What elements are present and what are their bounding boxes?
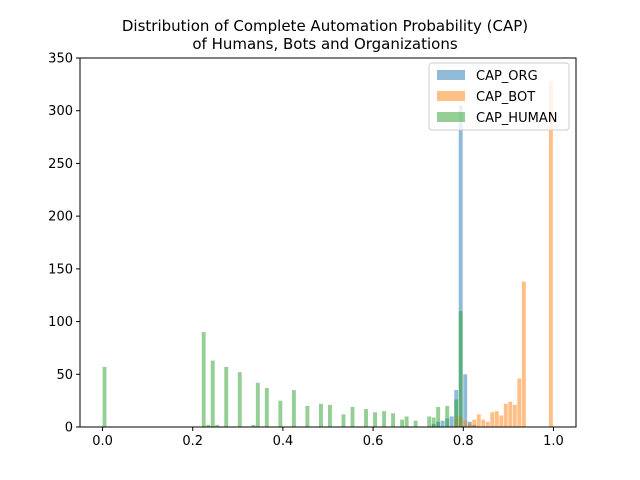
bar-cap-bot-8 — [490, 412, 495, 427]
legend-swatch-cap-org — [437, 70, 465, 80]
x-tick-label: 0.6 — [363, 434, 384, 449]
y-tick-label: 100 — [48, 315, 73, 330]
bar-cap-bot-7 — [485, 421, 490, 427]
y-tick-label: 350 — [48, 52, 73, 67]
bar-cap-org-2 — [440, 420, 445, 427]
legend-label-cap-human: CAP_HUMAN — [476, 111, 557, 126]
bar-cap-human-9 — [264, 387, 269, 427]
x-tick-label: 0.0 — [92, 434, 113, 449]
y-tick-label: 250 — [48, 157, 73, 172]
bar-cap-human-17 — [364, 409, 368, 427]
x-tick-label: 0.4 — [273, 434, 294, 449]
bar-cap-human-1 — [201, 332, 206, 427]
bar-cap-bot-14 — [517, 378, 522, 427]
bar-cap-human-27 — [445, 405, 450, 427]
bar-cap-human-2 — [206, 424, 211, 427]
bar-cap-human-16 — [350, 406, 355, 427]
y-tick-label: 0 — [65, 421, 73, 436]
legend: CAP_ORG CAP_BOT CAP_HUMAN — [428, 62, 570, 131]
bar-cap-human-0 — [102, 366, 107, 427]
bar-cap-bot-6 — [481, 419, 486, 427]
y-axis: 0 50 100 150 200 250 300 350 — [48, 52, 80, 436]
bar-cap-human-6 — [237, 372, 242, 427]
bar-cap-org-6 — [458, 105, 463, 427]
y-tick-label: 50 — [56, 368, 73, 383]
bar-cap-human-18 — [373, 412, 377, 427]
bar-cap-bot-15 — [521, 281, 526, 427]
bar-cap-bot-16 — [548, 81, 553, 427]
bar-cap-human-5 — [224, 366, 229, 427]
bar-cap-human-7 — [251, 424, 256, 427]
bar-cap-human-4 — [215, 424, 220, 427]
plot-frame — [79, 57, 577, 428]
bar-cap-human-24 — [427, 416, 432, 427]
bar-cap-bot-10 — [499, 415, 504, 427]
bar-cap-human-28 — [454, 399, 459, 427]
x-tick-label: 1.0 — [543, 434, 564, 449]
chart-title: Distribution of Complete Automation Prob… — [122, 17, 528, 35]
legend-label-cap-bot: CAP_BOT — [476, 90, 535, 105]
y-tick-label: 200 — [48, 210, 73, 225]
bar-cap-human-12 — [305, 405, 310, 427]
bars-layer — [102, 81, 553, 427]
bar-cap-human-19 — [382, 411, 387, 427]
bar-cap-bot-4 — [472, 419, 477, 427]
bar-cap-bot-2 — [463, 420, 468, 427]
y-tick-label: 150 — [48, 262, 73, 277]
bar-cap-human-11 — [291, 390, 296, 427]
y-tick-label: 300 — [48, 104, 73, 119]
legend-swatch-cap-bot — [437, 91, 465, 101]
bar-cap-human-23 — [413, 420, 418, 427]
x-tick-label: 0.2 — [182, 434, 203, 449]
x-tick-label: 0.8 — [453, 434, 474, 449]
bar-cap-bot-12 — [508, 401, 513, 427]
bar-cap-bot-13 — [512, 404, 517, 427]
bar-cap-human-8 — [255, 382, 260, 427]
bar-cap-human-25 — [431, 417, 436, 427]
legend-label-cap-org: CAP_ORG — [476, 69, 538, 84]
bar-cap-human-26 — [436, 406, 441, 427]
bar-cap-bot-11 — [503, 403, 508, 427]
bar-cap-human-14 — [328, 404, 332, 427]
bar-cap-org-7 — [463, 374, 468, 427]
bar-cap-human-21 — [400, 419, 405, 427]
bar-cap-bot-3 — [467, 423, 472, 427]
bar-cap-bot-5 — [476, 414, 481, 427]
bar-cap-human-29 — [458, 311, 463, 427]
chart-subtitle: of Humans, Bots and Organizations — [192, 35, 457, 53]
bar-cap-bot-9 — [494, 411, 499, 427]
bar-cap-human-10 — [278, 400, 283, 427]
bar-cap-human-15 — [341, 414, 346, 427]
x-axis: 0.0 0.2 0.4 0.6 0.8 1.0 — [92, 427, 564, 449]
legend-swatch-cap-human — [437, 112, 465, 122]
bar-cap-org-4 — [449, 416, 454, 427]
bar-cap-human-13 — [318, 403, 323, 427]
bar-cap-human-3 — [210, 360, 215, 427]
bar-cap-human-22 — [404, 416, 409, 427]
bar-cap-human-20 — [391, 413, 396, 427]
